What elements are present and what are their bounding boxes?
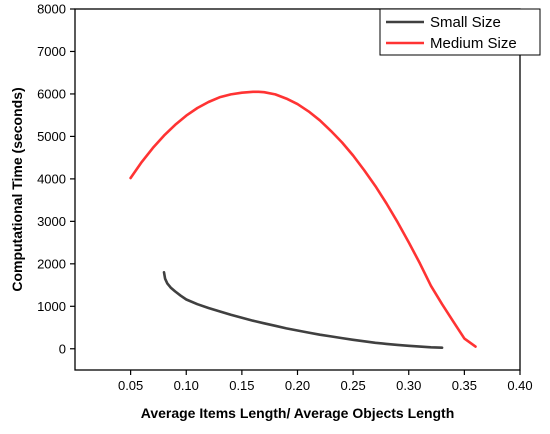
legend-label: Medium Size	[430, 35, 517, 52]
legend-label: Small Size	[430, 14, 501, 31]
y-tick-label: 1000	[37, 299, 66, 314]
y-tick-label: 4000	[37, 171, 66, 186]
series-line-small-size	[162, 270, 444, 350]
x-axis-label: Average Items Length/ Average Objects Le…	[141, 405, 455, 421]
y-tick-label: 8000	[37, 2, 66, 17]
y-axis: 0 1000 2000 3000 4000 5000 6000 7000 8000	[37, 2, 75, 356]
y-tick-label: 3000	[37, 214, 66, 229]
x-tick-label: 0.15	[229, 378, 254, 393]
y-tick-label: 0	[59, 341, 66, 356]
series-layer	[129, 90, 477, 350]
y-tick-label: 2000	[37, 256, 66, 271]
x-tick-label: 0.05	[118, 378, 143, 393]
plot-area	[74, 8, 521, 371]
x-tick-label: 0.35	[452, 378, 477, 393]
series-line-medium-size	[129, 90, 477, 348]
legend: Small Size Medium Size	[379, 8, 541, 56]
y-axis-label: Computational Time (seconds)	[9, 87, 25, 291]
plot-frame	[74, 8, 521, 371]
x-tick-label: 0.25	[340, 378, 365, 393]
y-tick-label: 6000	[37, 86, 66, 101]
x-axis: 0.05 0.10 0.15 0.20 0.25 0.30 0.35 0.40	[118, 370, 533, 393]
y-tick-label: 5000	[37, 129, 66, 144]
x-tick-label: 0.10	[174, 378, 199, 393]
x-tick-label: 0.30	[396, 378, 421, 393]
y-tick-label: 7000	[37, 44, 66, 59]
x-tick-label: 0.20	[285, 378, 310, 393]
x-tick-label: 0.40	[507, 378, 532, 393]
legend-box	[379, 8, 541, 56]
